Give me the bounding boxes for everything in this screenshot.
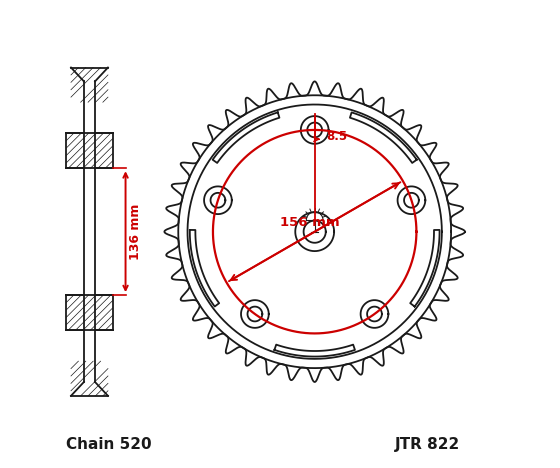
Text: Chain 520: Chain 520 (66, 437, 152, 452)
Text: 136 mm: 136 mm (129, 204, 142, 260)
Text: JTR 822: JTR 822 (395, 437, 461, 452)
Text: 156 mm: 156 mm (280, 216, 340, 229)
Text: 8.5: 8.5 (326, 130, 348, 143)
